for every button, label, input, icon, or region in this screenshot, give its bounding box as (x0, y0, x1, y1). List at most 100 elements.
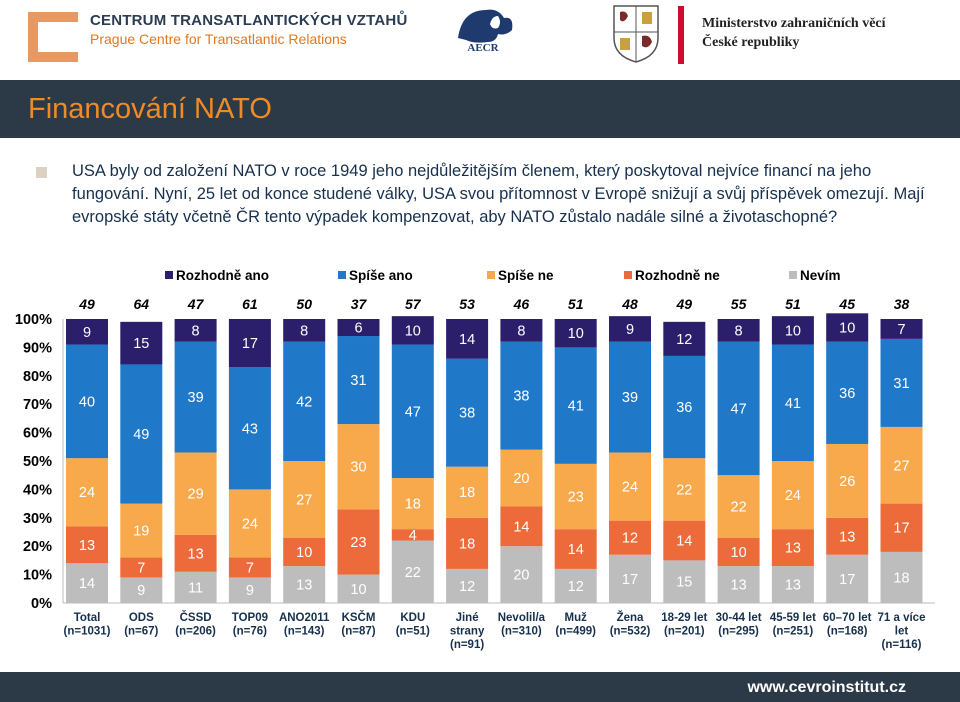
bar-segment (663, 520, 706, 561)
bar-segment (880, 503, 923, 552)
data-label: 30 (350, 460, 366, 476)
header: CENTRUM TRANSATLANTICKÝCH VZTAHŮ Prague … (0, 0, 960, 80)
bar-segment (771, 316, 814, 345)
bar-segment (228, 319, 271, 368)
category-label: (n=168) (827, 626, 868, 638)
data-label: 10 (350, 582, 366, 598)
bar-segment (717, 537, 760, 567)
category-label: ANO2011 (279, 612, 330, 624)
bar-segment (66, 526, 108, 564)
bar-segment (391, 478, 434, 530)
bar-segment (826, 517, 869, 555)
data-label: 12 (568, 579, 584, 595)
bar-segment (66, 319, 108, 345)
bar-segment (283, 537, 326, 567)
bar-segment (500, 341, 543, 450)
category-label: 60–70 let (823, 612, 872, 624)
data-label: 22 (731, 499, 747, 515)
data-label: 13 (839, 529, 855, 545)
data-label: 7 (897, 322, 905, 338)
bar-segment (337, 424, 380, 510)
bar-segment (771, 344, 814, 461)
data-label: 8 (192, 323, 200, 339)
data-label: 24 (242, 516, 258, 532)
data-label: 41 (785, 396, 801, 412)
y-tick-label: 80% (23, 369, 52, 385)
data-label: 20 (513, 471, 529, 487)
bar-segment (174, 319, 217, 342)
bar-segment (120, 503, 163, 558)
data-label: 14 (676, 534, 692, 550)
top-total-label: 46 (513, 296, 530, 312)
data-label: 36 (839, 386, 855, 402)
bar-segment (66, 458, 108, 527)
data-label: 39 (188, 390, 204, 406)
data-label: 22 (676, 482, 692, 498)
category-label: 18-29 let (661, 612, 707, 624)
category-label: let (895, 626, 909, 638)
data-label: 14 (459, 332, 475, 348)
top-total-label: 48 (621, 296, 638, 312)
data-label: 23 (350, 535, 366, 551)
category-label: KDU (400, 612, 425, 624)
bar-segment (880, 426, 923, 504)
bar-segment (609, 341, 651, 453)
category-label: (n=310) (501, 626, 542, 638)
bar-segment (609, 316, 651, 342)
data-label: 31 (350, 373, 366, 389)
data-label: 19 (133, 524, 149, 540)
data-label: 47 (405, 404, 421, 420)
ministry-name: Ministerstvo zahraničních věcí České rep… (702, 14, 886, 52)
data-label: 22 (405, 565, 421, 581)
data-label: 10 (785, 323, 801, 339)
bar-segment (337, 319, 380, 337)
data-label: 9 (626, 322, 634, 338)
category-label: (n=1031) (64, 626, 111, 638)
bar-segment (826, 341, 869, 444)
data-label: 14 (513, 519, 529, 535)
bar-segment (283, 566, 326, 603)
data-label: 36 (676, 400, 692, 416)
bar-segment (446, 319, 489, 359)
bar-segment (337, 336, 380, 425)
data-label: 13 (296, 578, 312, 594)
bullet-square-icon (36, 167, 47, 178)
bar-segment (826, 313, 869, 342)
bar-segment (500, 506, 543, 547)
top-total-label: 37 (351, 296, 368, 312)
czech-coat-of-arms-icon (613, 5, 659, 63)
bar-segment (500, 449, 543, 507)
data-label: 18 (893, 570, 909, 586)
bar-segment (283, 341, 326, 461)
data-label: 13 (79, 538, 95, 554)
y-tick-label: 10% (23, 568, 52, 584)
data-label: 12 (622, 531, 638, 547)
top-total-label: 50 (296, 296, 312, 312)
bar-segment (391, 344, 434, 479)
data-label: 14 (568, 542, 584, 558)
bar-segment (609, 520, 651, 555)
bar-segment (771, 566, 814, 603)
data-label: 10 (839, 321, 855, 337)
footer-bar: www.cevroinstitut.cz (0, 672, 960, 702)
data-label: 27 (893, 458, 909, 474)
y-tick-label: 70% (23, 397, 52, 413)
data-label: 11 (188, 580, 203, 596)
top-total-label: 53 (459, 296, 475, 312)
org-name-czech: CENTRUM TRANSATLANTICKÝCH VZTAHŮ (90, 12, 408, 29)
aecr-lion-logo-icon (458, 9, 513, 43)
top-total-label: 51 (568, 296, 584, 312)
bar-segment (554, 463, 597, 530)
data-label: 10 (731, 545, 747, 561)
data-label: 13 (188, 546, 204, 562)
category-label: Muž (565, 612, 588, 624)
data-label: 13 (785, 541, 801, 557)
y-tick-label: 90% (23, 340, 52, 356)
data-label: 9 (246, 583, 254, 599)
data-label: 23 (568, 490, 584, 506)
bar-segment (446, 466, 489, 518)
data-label: 13 (731, 578, 747, 594)
data-label: 17 (242, 336, 258, 352)
category-label: Jiné (456, 612, 479, 624)
bar-segment (663, 321, 706, 356)
